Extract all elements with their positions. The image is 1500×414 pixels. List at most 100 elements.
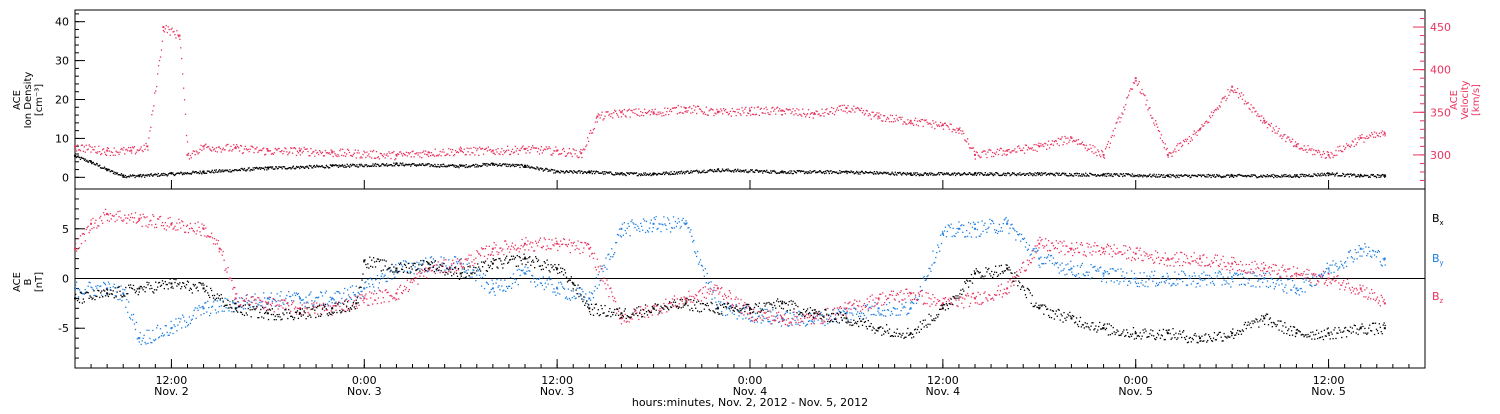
bz-series-sample: [174, 226, 175, 227]
velocity-series-sample: [749, 108, 750, 109]
velocity-series-sample: [1269, 124, 1270, 125]
velocity-series-point: [130, 150, 132, 152]
ion-density-series-sample: [499, 163, 500, 164]
velocity-series-sample: [249, 151, 250, 152]
velocity-series-sample: [1137, 85, 1138, 86]
by-series-sample: [1264, 277, 1265, 278]
velocity-series-sample: [239, 150, 240, 151]
ion-density-series-sample: [762, 172, 763, 173]
ion-density-series-sample: [1228, 175, 1229, 176]
ion-density-series-sample: [93, 162, 94, 163]
bz-series-sample: [371, 292, 372, 293]
velocity-series-sample: [541, 146, 542, 147]
ion-density-series-sample: [752, 169, 753, 170]
ion-density-series-sample: [1276, 175, 1277, 176]
velocity-series-sample: [867, 110, 868, 111]
velocity-series-point: [749, 110, 751, 112]
ion-density-series-sample: [739, 171, 740, 172]
by-series-sample: [884, 310, 885, 311]
by-series-sample: [557, 293, 558, 294]
ion-density-series-sample: [441, 164, 442, 165]
velocity-series-sample: [1023, 147, 1024, 148]
velocity-series-sample: [227, 144, 228, 145]
by-series-sample: [351, 299, 352, 300]
velocity-series-sample: [998, 154, 999, 155]
by-series-sample: [672, 227, 673, 228]
bz-series-sample: [305, 307, 306, 308]
velocity-series-sample: [291, 148, 292, 149]
ion-density-series-sample: [1206, 176, 1207, 177]
ion-density-series-sample: [775, 172, 776, 173]
bz-series-sample: [169, 226, 170, 227]
by-series-sample: [162, 333, 163, 334]
by-series-sample: [947, 231, 948, 232]
velocity-series-sample: [736, 115, 737, 116]
by-series-sample: [1166, 280, 1167, 281]
by-series-sample: [92, 289, 93, 290]
by-series-sample: [157, 325, 158, 326]
velocity-series-sample: [1380, 136, 1381, 137]
ion-density-series-sample: [1075, 173, 1076, 174]
velocity-series-sample: [332, 156, 333, 157]
by-series-sample: [1019, 233, 1020, 234]
bz-series-sample: [292, 302, 293, 303]
by-series-sample: [1026, 242, 1027, 243]
by-series-sample: [682, 220, 683, 221]
ion-density-series-sample: [413, 163, 414, 164]
velocity-series-sample: [575, 153, 576, 154]
velocity-series-sample: [409, 153, 410, 154]
by-series-sample: [985, 229, 986, 230]
ion-density-series-sample: [338, 167, 339, 168]
by-series-sample: [184, 320, 185, 321]
by-series-sample: [790, 313, 791, 314]
by-series-sample: [198, 305, 199, 306]
bz-series-sample: [251, 297, 252, 298]
by-series-sample: [104, 283, 105, 284]
ion-density-series-sample: [1304, 176, 1305, 177]
by-series-sample: [524, 266, 525, 267]
ion-density-series-sample: [99, 165, 100, 166]
velocity-series-sample: [91, 147, 92, 148]
velocity-series-sample: [461, 148, 462, 149]
by-series-sample: [440, 256, 441, 257]
velocity-series-sample: [398, 154, 399, 155]
velocity-series-sample: [370, 151, 371, 152]
velocity-series-sample: [467, 151, 468, 152]
by-series-sample: [277, 293, 278, 294]
ion-density-series-sample: [748, 172, 749, 173]
velocity-series-sample: [704, 112, 705, 113]
bz-series-sample: [413, 279, 414, 280]
velocity-series-sample: [199, 149, 200, 150]
by-series-sample: [379, 282, 380, 283]
velocity-series-sample: [742, 110, 743, 111]
velocity-series-sample: [122, 149, 123, 150]
ion-density-series-sample: [1328, 175, 1329, 176]
velocity-series-sample: [400, 151, 401, 152]
bz-series-sample: [223, 251, 224, 252]
ion-density-series-sample: [1088, 175, 1089, 176]
velocity-series-sample: [98, 146, 99, 147]
ion-density-series-sample: [270, 166, 271, 167]
by-series-sample: [1100, 267, 1101, 268]
by-series-sample: [745, 317, 746, 318]
by-series-sample: [1267, 280, 1268, 281]
ion-density-series-sample: [245, 170, 246, 171]
by-series-sample: [759, 315, 760, 316]
velocity-series-sample: [931, 126, 932, 127]
ion-density-series-sample: [1170, 176, 1171, 177]
velocity-series-sample: [494, 153, 495, 154]
velocity-series-sample: [551, 155, 552, 156]
velocity-series-sample: [322, 152, 323, 153]
ion-density-series-sample: [1359, 176, 1360, 177]
by-series-sample: [91, 287, 92, 288]
ion-density-series-sample: [142, 175, 143, 176]
velocity-series-sample: [997, 149, 998, 150]
velocity-series-sample: [401, 153, 402, 154]
by-series-sample: [1049, 260, 1050, 261]
velocity-series-sample: [656, 114, 657, 115]
ion-density-series-sample: [554, 169, 555, 170]
ion-density-series-sample: [825, 171, 826, 172]
ion-density-series-sample: [396, 163, 397, 164]
velocity-series-sample: [877, 118, 878, 119]
ion-density-series-sample: [355, 166, 356, 167]
